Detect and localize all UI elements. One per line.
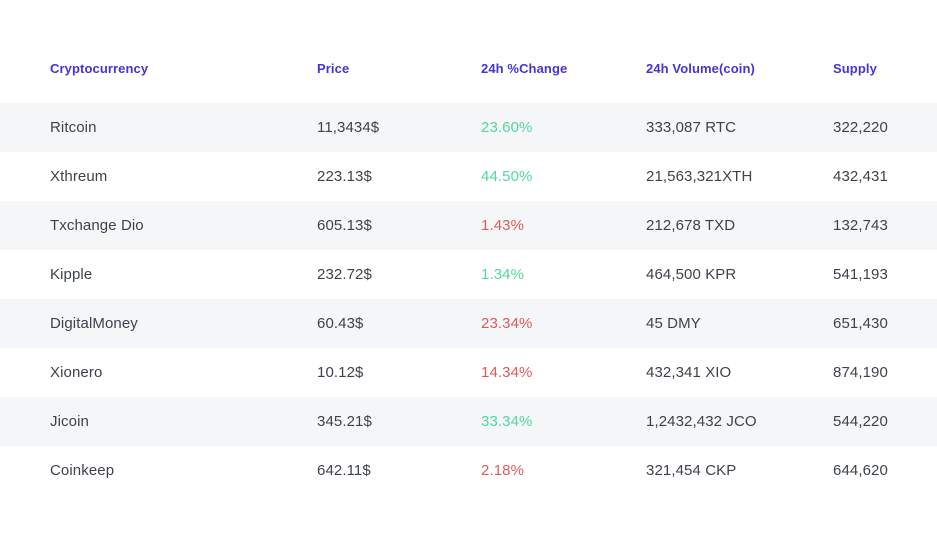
coin-name-cell: DigitalMoney — [50, 315, 138, 332]
coin-name-cell: Xionero — [50, 364, 103, 381]
table-row[interactable]: DigitalMoney 60.43$ 23.34% 45 DMY 651,43… — [0, 299, 937, 348]
table-row[interactable]: Coinkeep 642.11$ 2.18% 321,454 CKP 644,6… — [0, 446, 937, 495]
price-cell: 223.13$ — [317, 168, 372, 185]
supply-cell: 544,220 — [833, 413, 888, 430]
price-cell: 345.21$ — [317, 413, 372, 430]
column-header-change: 24h %Change — [481, 61, 568, 76]
table-row[interactable]: Kipple 232.72$ 1.34% 464,500 KPR 541,193 — [0, 250, 937, 299]
table-header-row: Cryptocurrency Price 24h %Change 24h Vol… — [0, 44, 937, 93]
column-header-price: Price — [317, 61, 350, 76]
price-cell: 642.11$ — [317, 462, 371, 479]
change-cell: 23.34% — [481, 315, 533, 332]
volume-cell: 45 DMY — [646, 315, 701, 332]
volume-cell: 21,563,321XTH — [646, 168, 753, 185]
supply-cell: 541,193 — [833, 266, 888, 283]
volume-cell: 432,341 XIO — [646, 364, 732, 381]
table-row[interactable]: Xthreum 223.13$ 44.50% 21,563,321XTH 432… — [0, 152, 937, 201]
price-cell: 11,3434$ — [317, 119, 380, 136]
change-cell: 23.60% — [481, 119, 533, 136]
price-cell: 10.12$ — [317, 364, 364, 381]
price-cell: 605.13$ — [317, 217, 372, 234]
volume-cell: 464,500 KPR — [646, 266, 737, 283]
supply-cell: 644,620 — [833, 462, 888, 479]
table-row[interactable]: Txchange Dio 605.13$ 1.43% 212,678 TXD 1… — [0, 201, 937, 250]
coin-name-cell: Kipple — [50, 266, 93, 283]
crypto-table: Cryptocurrency Price 24h %Change 24h Vol… — [0, 44, 937, 495]
coin-name-cell: Ritcoin — [50, 119, 97, 136]
column-header-supply: Supply — [833, 61, 877, 76]
change-cell: 14.34% — [481, 364, 533, 381]
column-header-volume: 24h Volume(coin) — [646, 61, 755, 76]
coin-name-cell: Xthreum — [50, 168, 108, 185]
price-cell: 60.43$ — [317, 315, 364, 332]
table-row[interactable]: Ritcoin 11,3434$ 23.60% 333,087 RTC 322,… — [0, 103, 937, 152]
price-cell: 232.72$ — [317, 266, 372, 283]
coin-name-cell: Jicoin — [50, 413, 89, 430]
change-cell: 33.34% — [481, 413, 533, 430]
supply-cell: 651,430 — [833, 315, 888, 332]
column-header-cryptocurrency: Cryptocurrency — [50, 61, 149, 76]
volume-cell: 333,087 RTC — [646, 119, 737, 136]
change-cell: 2.18% — [481, 462, 525, 479]
change-cell: 1.34% — [481, 266, 525, 283]
supply-cell: 874,190 — [833, 364, 888, 381]
volume-cell: 212,678 TXD — [646, 217, 736, 234]
supply-cell: 432,431 — [833, 168, 888, 185]
table-row[interactable]: Jicoin 345.21$ 33.34% 1,2432,432 JCO 544… — [0, 397, 937, 446]
table-body: Ritcoin 11,3434$ 23.60% 333,087 RTC 322,… — [0, 103, 937, 495]
supply-cell: 132,743 — [833, 217, 888, 234]
volume-cell: 1,2432,432 JCO — [646, 413, 757, 430]
supply-cell: 322,220 — [833, 119, 888, 136]
change-cell: 1.43% — [481, 217, 525, 234]
change-cell: 44.50% — [481, 168, 533, 185]
table-row[interactable]: Xionero 10.12$ 14.34% 432,341 XIO 874,19… — [0, 348, 937, 397]
coin-name-cell: Coinkeep — [50, 462, 115, 479]
volume-cell: 321,454 CKP — [646, 462, 737, 479]
table-header: Cryptocurrency Price 24h %Change 24h Vol… — [0, 44, 937, 93]
coin-name-cell: Txchange Dio — [50, 217, 144, 234]
